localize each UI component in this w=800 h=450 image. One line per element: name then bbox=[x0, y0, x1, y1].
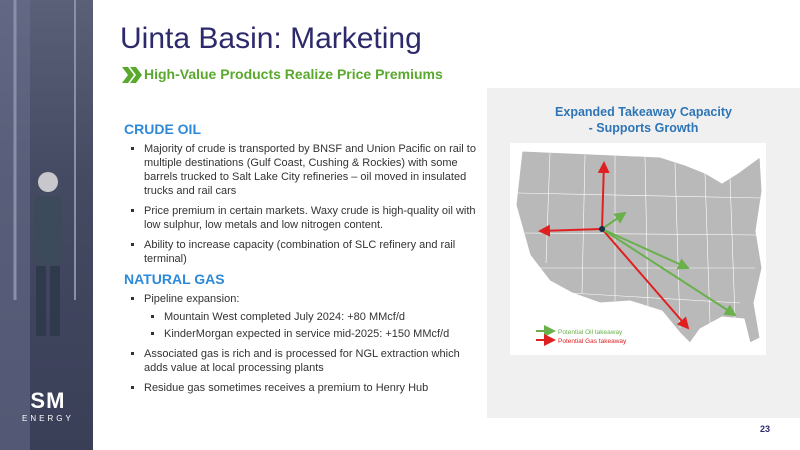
logo-name: ENERGY bbox=[22, 414, 74, 423]
photo bbox=[0, 0, 93, 450]
bullet-list: Pipeline expansion: Mountain West complet… bbox=[124, 292, 486, 395]
bullet-text: Residue gas sometimes receives a premium… bbox=[144, 382, 429, 394]
bullet: Price premium in certain markets. Waxy c… bbox=[144, 204, 486, 232]
page-number: 23 bbox=[759, 424, 770, 434]
bullet-text: Associated gas is rich and is processed … bbox=[144, 348, 460, 374]
chevrons bbox=[122, 67, 142, 83]
photo-art bbox=[0, 0, 76, 450]
section-heading: NATURAL GAS bbox=[124, 271, 225, 287]
subtitle: High-Value Products Realize Price Premiu… bbox=[122, 66, 443, 82]
section-heading: CRUDE OIL bbox=[124, 121, 201, 137]
sub-bullet: Mountain West completed July 2024: +80 M… bbox=[164, 310, 486, 324]
bullet: Ability to increase capacity (combinatio… bbox=[144, 238, 486, 266]
bullet: Associated gas is rich and is processed … bbox=[144, 347, 486, 375]
map: Potential Oil takeaway Potential Gas tak… bbox=[510, 143, 766, 355]
bullet-list: Majority of crude is transported by BNSF… bbox=[124, 142, 486, 266]
legend-label: Potential Oil takeaway bbox=[558, 329, 623, 336]
bullet-text: Price premium in certain markets. Waxy c… bbox=[144, 205, 476, 231]
map-title-line: - Supports Growth bbox=[588, 121, 699, 135]
bullet-text: Majority of crude is transported by BNSF… bbox=[144, 143, 476, 197]
map-title-line: Expanded Takeaway Capacity bbox=[555, 105, 732, 119]
logo-mark: SM bbox=[30, 388, 66, 413]
slide-title: Uinta Basin: Marketing bbox=[120, 22, 422, 55]
logo: SM ENERGY bbox=[22, 388, 74, 423]
map-title: Expanded Takeaway Capacity - Supports Gr… bbox=[487, 104, 800, 136]
bullet: Majority of crude is transported by BNSF… bbox=[144, 142, 486, 198]
subtitle-text: High-Value Products Realize Price Premiu… bbox=[144, 66, 443, 82]
bullet-text: Pipeline expansion: bbox=[144, 293, 240, 305]
bullet-text: Ability to increase capacity (combinatio… bbox=[144, 239, 456, 265]
bullet: Pipeline expansion: Mountain West complet… bbox=[144, 292, 486, 341]
sub-bullet-list: Mountain West completed July 2024: +80 M… bbox=[144, 310, 486, 341]
sub-bullet: KinderMorgan expected in service mid-202… bbox=[164, 327, 486, 341]
legend-label: Potential Gas takeaway bbox=[558, 338, 627, 345]
bullet: Residue gas sometimes receives a premium… bbox=[144, 381, 486, 395]
content: CRUDE OIL Majority of crude is transporte… bbox=[124, 122, 486, 401]
